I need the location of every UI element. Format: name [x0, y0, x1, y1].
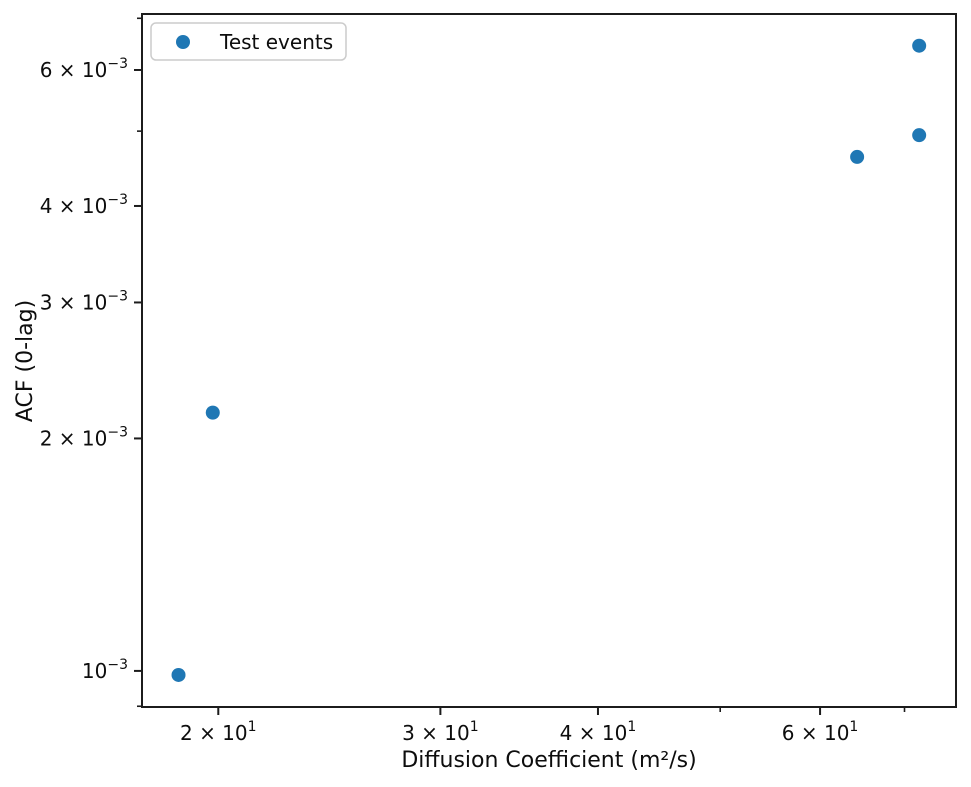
y-tick-label: 3 × 10−3: [40, 288, 128, 314]
legend: Test events: [150, 22, 347, 61]
scatter-point: [205, 405, 220, 420]
y-axis-label: ACF (0-lag): [13, 300, 38, 422]
plot-border: [141, 13, 957, 708]
y-tick-label: 6 × 10−3: [40, 56, 128, 82]
legend-box: [150, 22, 347, 61]
scatter-point: [912, 128, 927, 143]
x-tick-label: 6 × 101: [782, 719, 859, 745]
legend-marker-icon: [176, 35, 190, 49]
x-axis-label: Diffusion Coefficient (m²/s): [401, 748, 696, 773]
scatter-point: [850, 149, 865, 164]
scatter-point: [171, 667, 186, 682]
axis-ticks: 2 × 101 3 × 101 4 × 101 6 × 101 6 × 10−3 4 × …: [40, 17, 906, 745]
y-tick-label: 4 × 10−3: [40, 192, 128, 218]
scatter-point: [912, 38, 927, 53]
y-tick-label: 2 × 10−3: [40, 424, 128, 450]
x-tick-label: 4 × 101: [560, 719, 637, 745]
y-tick-label: 10−3: [82, 657, 128, 683]
x-tick-label: 3 × 101: [402, 719, 479, 745]
x-tick-label: 2 × 101: [180, 719, 257, 745]
legend-label: Test events: [219, 30, 333, 54]
scatter-points: [171, 38, 927, 682]
